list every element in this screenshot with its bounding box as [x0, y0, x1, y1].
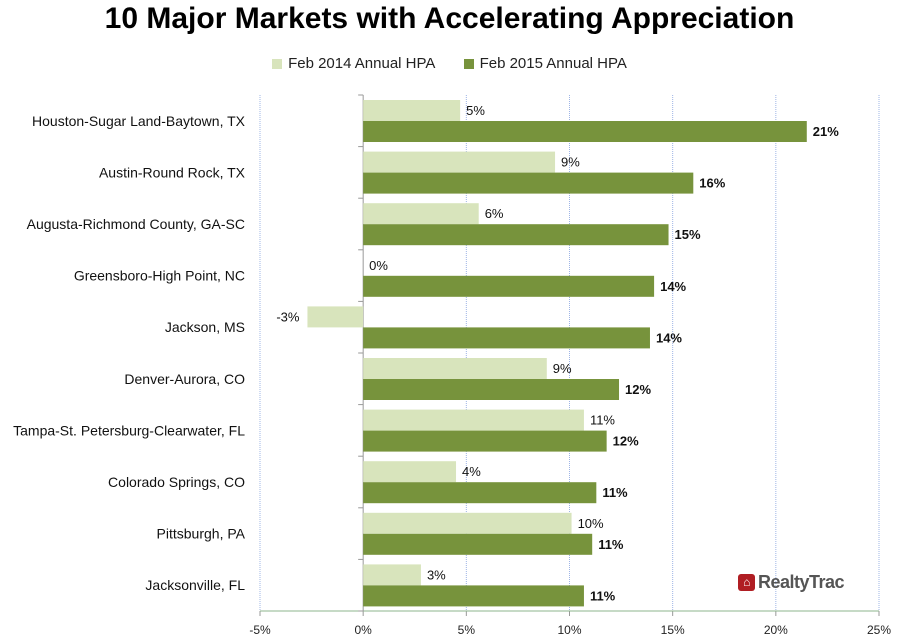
x-tick-label: 5%: [458, 623, 476, 637]
data-label: 9%: [561, 155, 580, 170]
data-label: 10%: [578, 516, 604, 531]
bar: [363, 409, 584, 431]
category-label: Jackson, MS: [165, 319, 245, 335]
category-label: Austin-Round Rock, TX: [99, 164, 246, 180]
category-label: Augusta-Richmond County, GA-SC: [27, 216, 245, 232]
data-label: 11%: [590, 588, 616, 603]
data-label: 15%: [675, 227, 701, 242]
x-tick-label: 10%: [557, 623, 581, 637]
legend-item-2015: Feb 2015 Annual HPA: [463, 55, 627, 72]
legend-item-2014: Feb 2014 Annual HPA: [272, 55, 435, 72]
bar: [363, 275, 655, 297]
bar: [363, 203, 479, 225]
data-label: 11%: [602, 485, 628, 500]
realtytrac-logo: ⌂ RealtyTrac: [738, 572, 845, 593]
data-label: 3%: [427, 567, 446, 582]
x-tick-label: -5%: [249, 623, 271, 637]
house-icon: ⌂: [738, 574, 755, 591]
bar: [363, 327, 650, 349]
data-label: 14%: [656, 330, 682, 345]
x-tick-label: 20%: [764, 623, 788, 637]
bar: [363, 461, 457, 483]
data-label: 5%: [466, 103, 485, 118]
x-tick-label: 15%: [661, 623, 685, 637]
bar: [363, 564, 421, 586]
data-label: 14%: [660, 279, 686, 294]
bar: [363, 430, 607, 452]
legend-label: Feb 2015 Annual HPA: [479, 55, 627, 72]
data-label: 11%: [598, 537, 624, 552]
category-label: Tampa-St. Petersburg-Clearwater, FL: [13, 422, 245, 438]
category-label: Pittsburgh, PA: [157, 526, 246, 542]
data-label: 11%: [590, 413, 615, 428]
bar: [307, 306, 364, 328]
x-tick-label: 0%: [354, 623, 372, 637]
data-label: 16%: [699, 176, 725, 191]
bar: [363, 379, 620, 400]
category-label: Houston-Sugar Land-Baytown, TX: [32, 113, 246, 129]
bar: [363, 100, 461, 121]
data-label: 12%: [625, 382, 651, 397]
data-label: 21%: [813, 124, 839, 139]
data-label: 0%: [369, 258, 388, 273]
data-label: 9%: [553, 361, 572, 376]
category-label: Jacksonville, FL: [145, 577, 245, 593]
bar: [363, 512, 572, 534]
data-label: 4%: [462, 464, 481, 479]
bar: [363, 358, 547, 379]
category-label: Denver-Aurora, CO: [124, 371, 245, 387]
bar: [363, 585, 584, 607]
legend: Feb 2014 Annual HPA Feb 2015 Annual HPA: [0, 55, 899, 73]
legend-swatch: [463, 58, 474, 69]
x-tick-label: 25%: [867, 623, 891, 637]
data-label: 12%: [613, 434, 639, 449]
legend-swatch: [272, 58, 283, 69]
bar: [363, 482, 597, 504]
bar: [363, 224, 669, 246]
bar: [363, 172, 694, 194]
category-label: Colorado Springs, CO: [108, 474, 245, 490]
category-label: Greensboro-High Point, NC: [74, 268, 245, 284]
bar: [363, 533, 593, 555]
bar: [363, 151, 556, 173]
bar: [363, 121, 807, 142]
legend-label: Feb 2014 Annual HPA: [288, 55, 436, 72]
data-label: -3%: [276, 309, 300, 324]
data-label: 6%: [485, 206, 504, 221]
chart-title: 10 Major Markets with Accelerating Appre…: [104, 2, 795, 35]
